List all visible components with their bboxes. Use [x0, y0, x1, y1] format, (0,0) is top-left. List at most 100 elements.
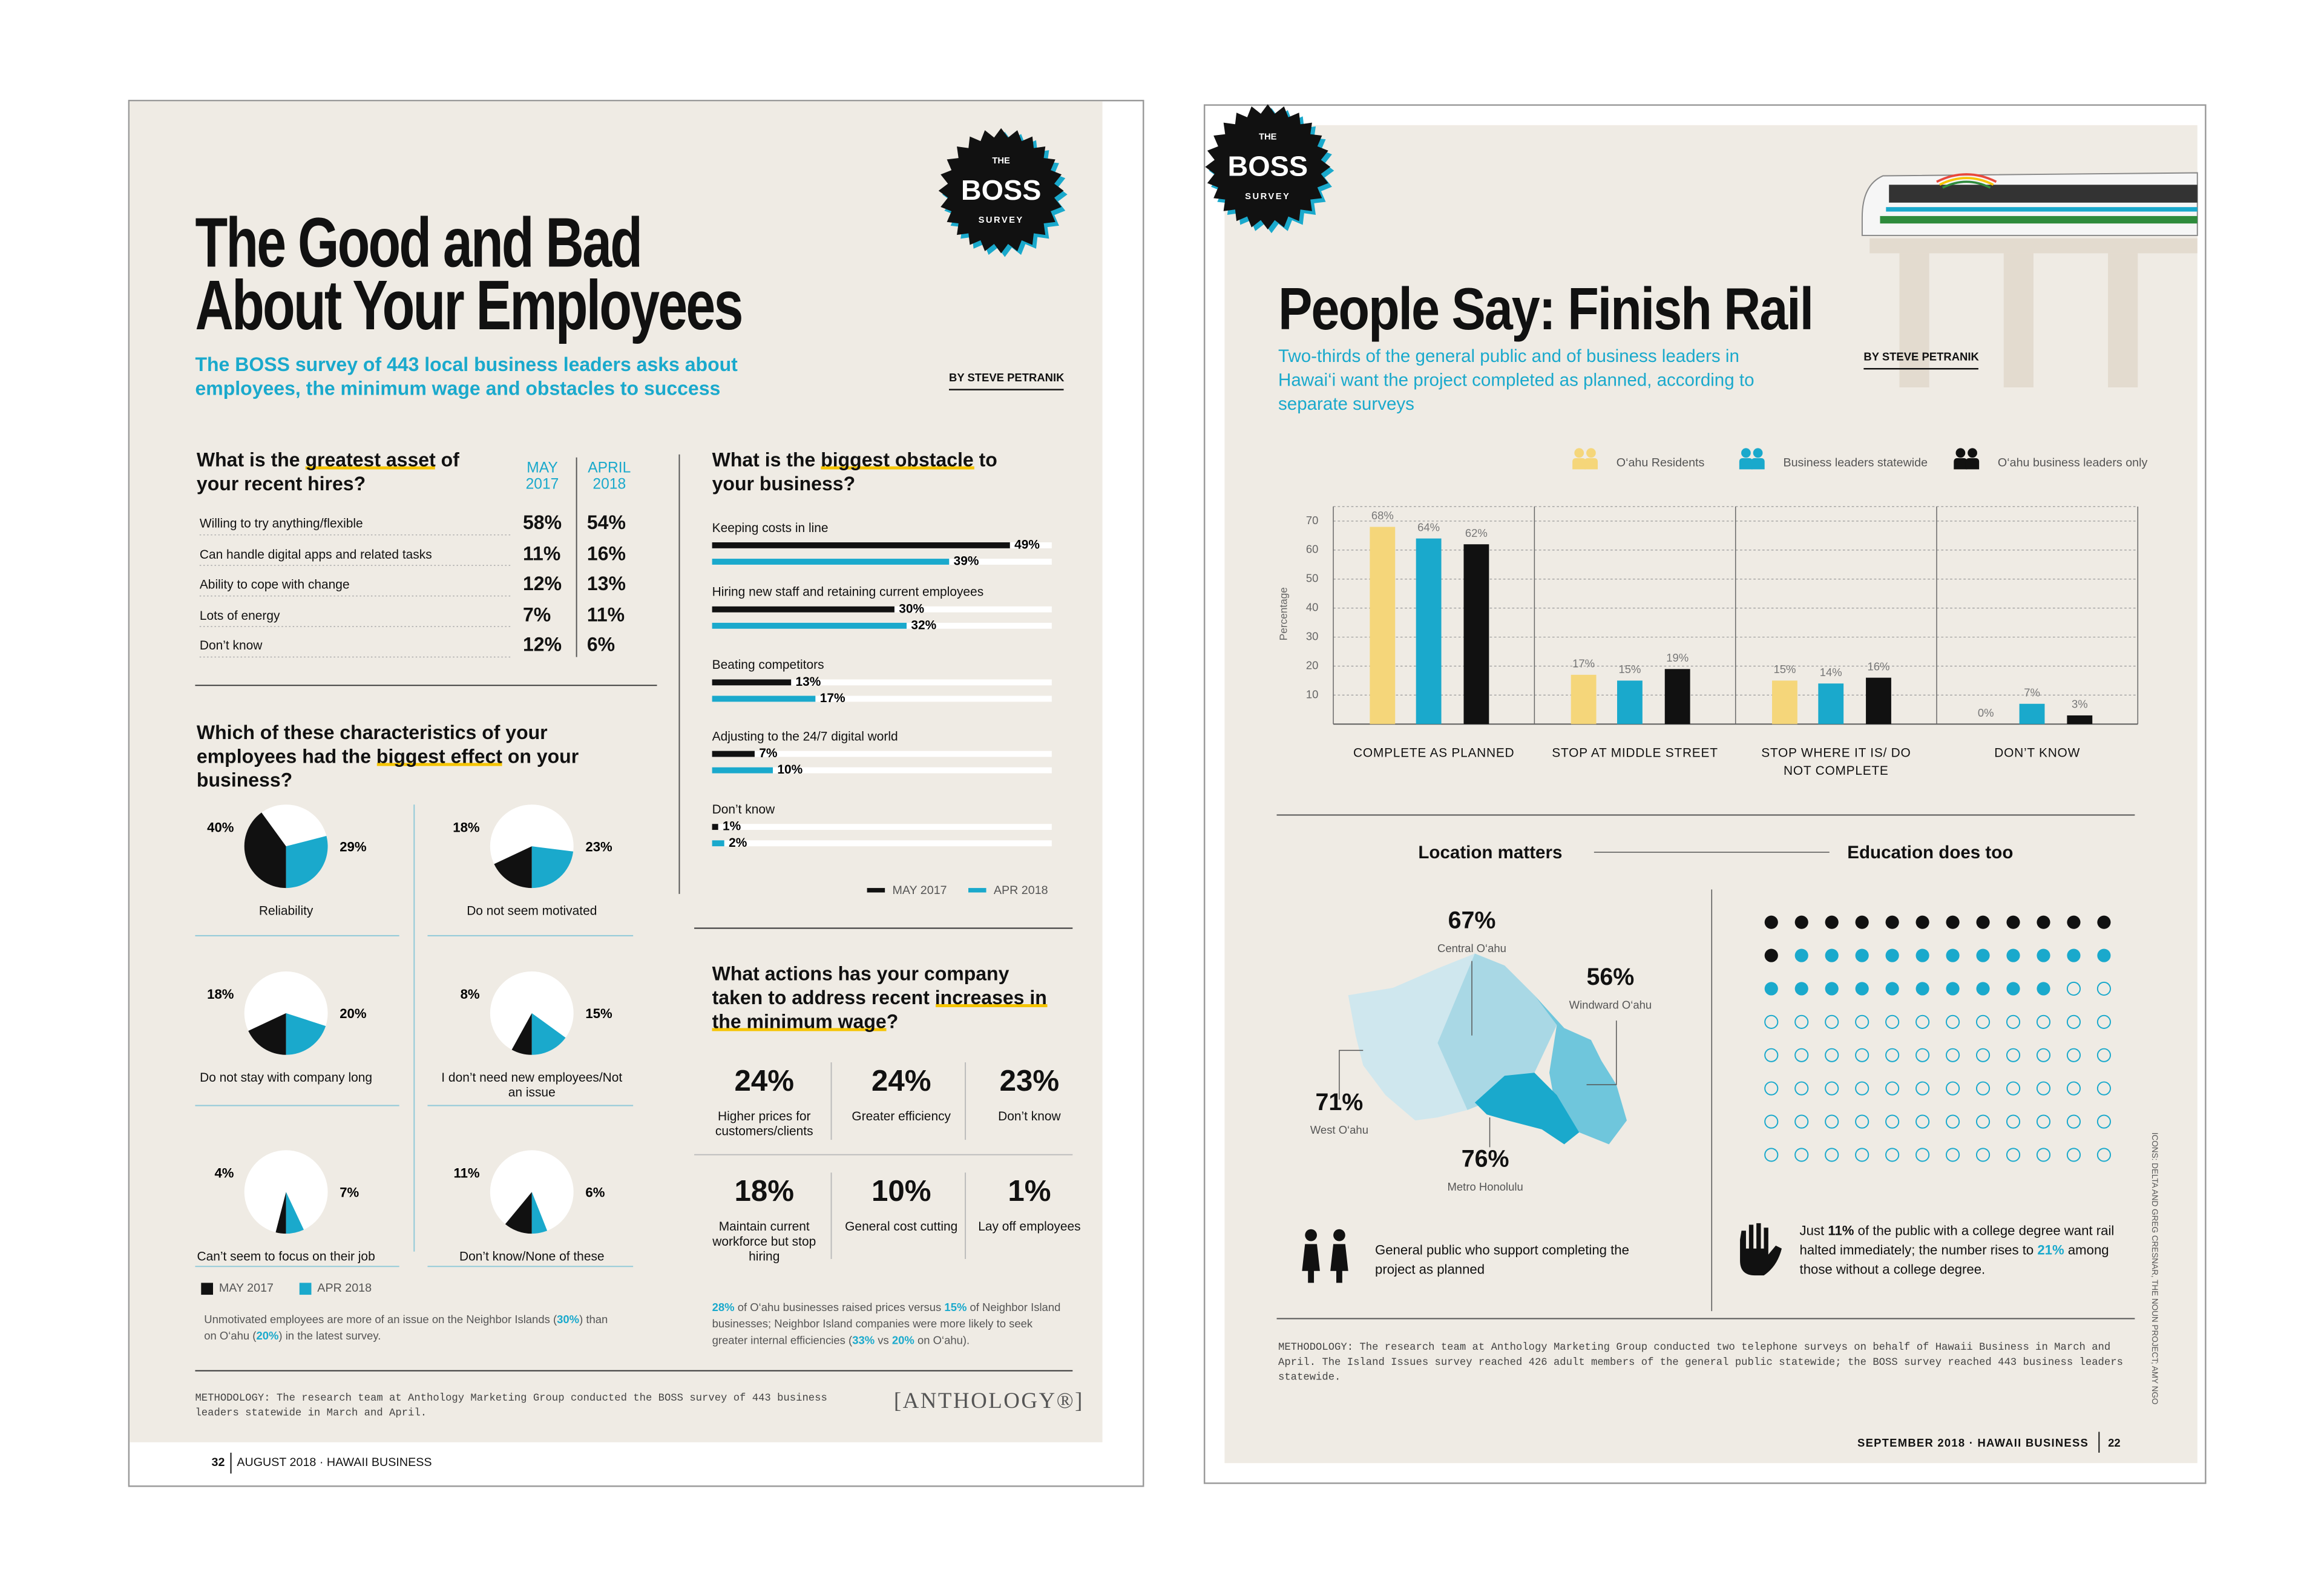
row-label: Don’t know [199, 637, 263, 653]
question: Which of these characteristics of your e… [197, 721, 643, 792]
bar [712, 824, 718, 830]
stat-label: Maintain current workforce but stop hiri… [712, 1218, 816, 1264]
x-tick-label: DON’T KNOW [1994, 744, 2081, 760]
title: People Say: Finish Rail [1278, 277, 1814, 343]
pie-slice [511, 1013, 532, 1055]
stat-label: Lay off employees [978, 1218, 1081, 1234]
badge-main: BOSS [961, 174, 1042, 206]
bar-value-label: 15% [1618, 663, 1641, 675]
bar-value-label: 7% [2024, 686, 2040, 698]
pie-value-label: 15% [585, 1006, 612, 1021]
badge-bottom: SURVEY [1245, 192, 1290, 202]
legend-swatch [299, 1283, 312, 1295]
legend-icon [1574, 448, 1584, 458]
legend-icon [1968, 448, 1977, 458]
dot [1764, 1081, 1779, 1096]
rainbow [1942, 180, 1991, 189]
stat-label: Greater efficiency [852, 1108, 951, 1123]
train-stripe [1886, 207, 2198, 212]
byline: BY STEVE PETRANIK [1863, 350, 1979, 370]
heading: Education does too [1847, 841, 2014, 863]
dot [2006, 1048, 2021, 1062]
dot [2066, 1148, 2081, 1162]
pie-value-label: 18% [453, 820, 480, 835]
bar-value-label: 30% [899, 602, 924, 616]
dot [1915, 1081, 1930, 1096]
pie-value-label: 29% [340, 839, 367, 854]
text-run: 11% [1828, 1223, 1854, 1238]
stat-value: 24% [871, 1065, 931, 1099]
legend-label: O‘ahu business leaders only [1997, 456, 2148, 470]
legend-icon [1586, 448, 1596, 458]
text-run: ? [886, 1010, 899, 1033]
row-label: Lots of energy [199, 607, 280, 622]
row-value: 12% [522, 633, 562, 656]
text-run: Unmotivated employees are more of an iss… [204, 1312, 557, 1326]
legend-text: General public who support completing th… [1374, 1242, 1629, 1277]
dot [1915, 1048, 1930, 1062]
bar [712, 679, 792, 686]
dot [1976, 915, 1990, 929]
text-run: of your recent hires? [196, 448, 459, 495]
dot [1946, 1048, 1960, 1062]
bar [712, 767, 773, 774]
pie-value-label: 4% [214, 1166, 234, 1181]
bar-value-label: 39% [954, 554, 979, 568]
people-icon [1333, 1229, 1345, 1241]
bar [1617, 680, 1643, 725]
dot [1946, 915, 1960, 929]
text-run: of O‘ahu businesses raised prices versus [734, 1300, 945, 1315]
dot [1946, 1081, 1960, 1096]
text-run: greatest asset [305, 448, 436, 471]
pie-slice [531, 846, 574, 889]
legend-label: MAY 2017 [218, 1281, 274, 1295]
question: What actions has your company taken to a… [712, 962, 1062, 1034]
text-run: to your business? [712, 448, 997, 495]
text-run: 30% [557, 1312, 580, 1326]
text-run: What is the [196, 448, 306, 471]
bar-track [712, 824, 1052, 830]
text-run: vs [875, 1333, 892, 1347]
train-body [1861, 172, 2198, 236]
dot [2037, 915, 2050, 929]
dot [1946, 982, 1960, 996]
row-value: 7% [522, 602, 551, 625]
pie-background [490, 1150, 574, 1234]
dot [2067, 915, 2081, 929]
bar [2019, 703, 2045, 725]
dot [1855, 1048, 1869, 1062]
badge-main: BOSS [1228, 151, 1308, 182]
dot [1885, 1048, 1900, 1062]
dot [1825, 982, 1839, 996]
dot [1855, 1014, 1869, 1029]
x-tick-label: STOP AT MIDDLE STREET [1552, 744, 1718, 760]
dot [2096, 1081, 2111, 1096]
bar [1866, 677, 1891, 725]
row-label: Willing to try anything/flexible [199, 515, 363, 531]
bar [1370, 527, 1396, 725]
row-value: 58% [522, 511, 562, 534]
dot [2037, 948, 2050, 962]
text-run: biggest obstacle [821, 448, 974, 471]
byline: BY STEVE PETRANIK [948, 371, 1065, 390]
stat-value: 10% [871, 1175, 931, 1209]
folio-page: 32 [211, 1455, 225, 1470]
legend-icon [1955, 448, 1966, 458]
dot [1915, 1014, 1930, 1029]
pie-name: Reliability [258, 902, 313, 918]
bar [712, 542, 1010, 548]
bar [1771, 680, 1797, 725]
people-icon [1330, 1244, 1348, 1283]
dot [2066, 981, 2081, 996]
text-run: What actions has your company taken to a… [712, 962, 1009, 1009]
pie-slice [286, 836, 328, 889]
note: 28% of O‘ahu businesses raised prices ve… [712, 1299, 1070, 1348]
pie-slice [531, 1013, 566, 1055]
pie-slice [286, 1013, 326, 1055]
folio-issue: SEPTEMBER 2018 · HAWAII BUSINESS [1857, 1436, 2089, 1450]
dot [1764, 982, 1778, 996]
text-run: 28% [712, 1300, 735, 1315]
credit: ICONS: DELTA AND GREG CRESNAR, THE NOUN … [2150, 1132, 2159, 1405]
y-axis-label: Percentage [1277, 587, 1289, 640]
people-icon [1302, 1244, 1320, 1283]
